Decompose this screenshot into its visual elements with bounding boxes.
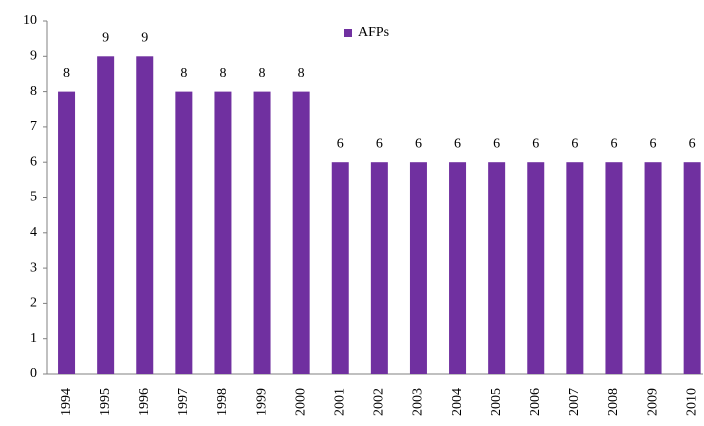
bar <box>214 91 232 374</box>
data-label: 8 <box>298 66 305 81</box>
data-label: 9 <box>102 31 109 46</box>
x-tick-label: 2007 <box>567 388 582 416</box>
data-label: 6 <box>376 136 383 151</box>
data-label: 8 <box>180 66 187 81</box>
y-tick-label: 9 <box>30 49 37 64</box>
x-tick-label: 2000 <box>293 388 308 416</box>
data-label: 8 <box>259 66 266 81</box>
x-tick-label: 1997 <box>176 388 191 416</box>
x-tick-label: 1994 <box>59 388 74 416</box>
x-tick-label: 1996 <box>137 388 152 416</box>
bar <box>97 56 115 375</box>
y-tick-label: 5 <box>30 190 37 205</box>
x-tick-label: 2003 <box>411 388 426 416</box>
y-tick-label: 7 <box>30 119 37 134</box>
bar <box>488 162 506 374</box>
x-tick-label: 2008 <box>606 388 621 416</box>
y-tick-label: 1 <box>30 331 37 346</box>
bar <box>644 162 662 374</box>
bar <box>683 162 701 374</box>
y-tick-label: 6 <box>30 154 37 169</box>
x-tick-label: 1999 <box>254 388 269 416</box>
bar <box>136 56 154 375</box>
y-tick-label: 10 <box>23 13 37 28</box>
data-label: 6 <box>415 136 422 151</box>
bar <box>370 162 388 374</box>
data-label: 6 <box>571 136 578 151</box>
y-tick-label: 8 <box>30 84 37 99</box>
data-label: 8 <box>219 66 226 81</box>
bar <box>175 91 193 374</box>
x-tick-label: 2010 <box>684 388 699 416</box>
x-tick-label: 2005 <box>489 388 504 416</box>
bar <box>605 162 623 374</box>
data-label: 6 <box>610 136 617 151</box>
data-label: 6 <box>532 136 539 151</box>
bar <box>409 162 427 374</box>
data-label: 6 <box>689 136 696 151</box>
bar <box>58 91 76 374</box>
x-tick-label: 1995 <box>98 388 113 416</box>
data-label: 8 <box>63 66 70 81</box>
bar <box>253 91 271 374</box>
y-tick-label: 3 <box>30 260 37 275</box>
data-label: 6 <box>650 136 657 151</box>
x-tick-label: 2006 <box>528 388 543 416</box>
bar <box>566 162 584 374</box>
bar <box>331 162 349 374</box>
bar <box>527 162 545 374</box>
legend-swatch <box>344 29 352 37</box>
y-tick-label: 2 <box>30 296 37 311</box>
x-tick-label: 2002 <box>372 388 387 416</box>
data-label: 6 <box>493 136 500 151</box>
x-tick-label: 2004 <box>450 388 465 416</box>
bar <box>449 162 467 374</box>
y-tick-label: 0 <box>30 366 37 381</box>
bar <box>292 91 310 374</box>
data-label: 9 <box>141 31 148 46</box>
x-tick-label: 1998 <box>215 388 230 416</box>
data-label: 6 <box>337 136 344 151</box>
x-tick-label: 2001 <box>332 388 347 416</box>
x-tick-label: 2009 <box>645 388 660 416</box>
data-label: 6 <box>454 136 461 151</box>
legend-label: AFPs <box>358 25 389 40</box>
y-tick-label: 4 <box>30 225 37 240</box>
